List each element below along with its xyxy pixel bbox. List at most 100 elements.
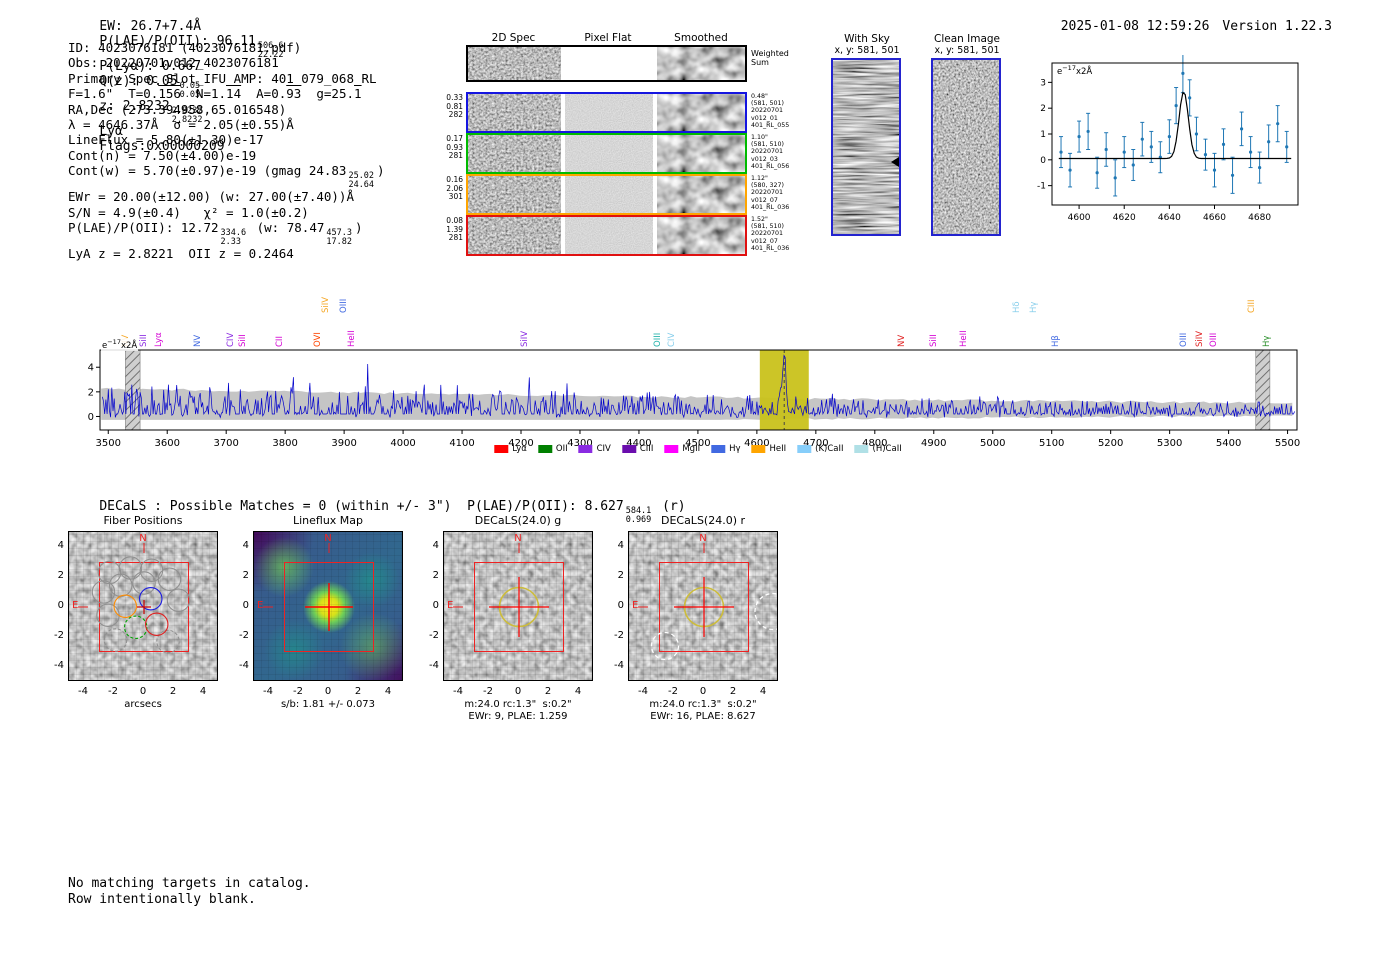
plae-hi-2: 457.3 <box>326 228 352 239</box>
panel-x-tick: 4 <box>574 686 582 697</box>
cutout2d-row-1 <box>466 92 747 133</box>
panel-y-tick: 2 <box>432 570 439 581</box>
obs-line: Obs: 20220701v012_4023076181 <box>68 55 279 71</box>
decals-close: (r) <box>654 499 686 514</box>
cutout2d-right-line: 1.12" <box>751 175 768 182</box>
svg-text:5400: 5400 <box>1216 438 1241 449</box>
contw-line: Cont(w) = 5.70(±0.97)e-19 (gmag 24.83 25.… <box>68 163 385 189</box>
cutout2d-right-line: v012_01 <box>751 114 778 122</box>
panel-y-tick: 0 <box>432 600 439 611</box>
panel-y-tick: -4 <box>54 660 64 671</box>
panel-overlay <box>453 543 549 637</box>
contw-close: ) <box>377 163 385 179</box>
panel-y-tick: 0 <box>57 600 64 611</box>
smoothed-image <box>657 135 745 172</box>
svg-text:4500: 4500 <box>685 438 710 449</box>
legend-swatch <box>621 445 636 453</box>
cutout2d-right-line: (581, 510) <box>751 223 784 231</box>
summary-header: EW: 26.7+7.4Å P(LAE)/P(OII): 96.11 506.6 2… <box>68 4 299 169</box>
svg-text:5000: 5000 <box>980 438 1005 449</box>
panel-overlay <box>638 543 777 661</box>
panel-title-decals_g: DECaLS(24.0) g <box>474 514 562 527</box>
svg-text:1: 1 <box>1040 130 1046 140</box>
svg-text:4: 4 <box>88 363 94 374</box>
cutout2d-row-0 <box>466 45 747 82</box>
full-units-rest: x2Å <box>120 340 138 351</box>
panel-x-tick: 2 <box>169 686 177 697</box>
cutout2d-right-labels-0: Weighted Sum <box>751 49 815 67</box>
gmag-lo: 24.64 <box>348 179 375 190</box>
plae-unc-1: 334.6 2.33 <box>221 229 247 246</box>
compass-east: E <box>447 600 454 611</box>
sn-line: S/N = 4.9(±0.4) χ² = 1.0(±0.2) <box>68 204 309 220</box>
panel-x-tick: -2 <box>483 686 493 697</box>
fiber-weight-value: 281 <box>448 233 463 243</box>
cutout2d-right-labels-4: 1.52" (581, 510) 20220701 v012_07 401_RL_036 <box>751 216 815 252</box>
decals-match-line: DECaLS : Possible Matches = 0 (within +/… <box>68 484 686 539</box>
panel-x-tick: 2 <box>544 686 552 697</box>
panel-overlay <box>78 543 191 654</box>
zoom-units-sup: −17 <box>1062 64 1076 72</box>
cutout2d-right-line: v012_07 <box>751 237 778 245</box>
contw-main: Cont(w) = 5.70(±0.97)e-19 (gmag 24.83 <box>68 163 347 179</box>
cutout2d-left-labels-3: 0.16 2.06 301 <box>435 175 463 202</box>
cutout2d-right-line: 20220701 <box>751 230 784 238</box>
panel-x-tick: 2 <box>729 686 737 697</box>
panel-x-tick: 2 <box>354 686 362 697</box>
panel-x-tick: -2 <box>668 686 678 697</box>
contn-line: Cont(n) = 7.50(±4.00)e-19 <box>68 147 257 163</box>
pixelflat-image <box>565 176 653 213</box>
cutout2d-right-line: 20220701 <box>751 189 784 197</box>
panel-x-tick: 0 <box>324 686 332 697</box>
panel-noise <box>629 532 777 680</box>
plae-uncertainty: 506.6 22.22 <box>258 42 284 59</box>
legend-label: Hγ <box>729 444 741 454</box>
legend-swatch <box>494 445 509 453</box>
seeing-o3: 93 <box>286 86 302 102</box>
svg-text:4600: 4600 <box>1068 213 1091 223</box>
svg-text:4600: 4600 <box>744 438 769 449</box>
legend-label: CIV <box>596 444 611 454</box>
cutout2d-right-line: 401_RL_036 <box>751 244 790 252</box>
fiber-weight-value: 281 <box>448 151 463 161</box>
smoothed-image <box>657 176 745 213</box>
smoothed-image <box>657 47 745 80</box>
cutout2d-right-labels-2: 1.10" (581, 510) 20220701 v012_03 401_RL_056 <box>751 134 815 170</box>
gmag-hi: 25.02 <box>348 171 375 182</box>
legend-swatch <box>711 445 726 453</box>
plae-lo: 22.22 <box>257 49 284 60</box>
plae-hi-1: 334.6 <box>220 228 247 239</box>
decals-uncertainty: 584.1 0.969 <box>626 507 652 524</box>
panel-caption-decals_g-0: m:24.0 rc:1.3" s:0.2" <box>464 699 572 710</box>
plae-lo-2: 17.82 <box>326 236 352 247</box>
legend-swatch <box>537 445 552 453</box>
panel-y-tick: -4 <box>239 660 249 671</box>
z-classification: Lyα <box>99 124 123 139</box>
legend-label: (K)CaII <box>815 444 844 454</box>
spec2d-image <box>468 217 561 254</box>
fiber-weight-value: 2.06 <box>446 183 463 193</box>
panel-y-tick: -2 <box>614 630 624 641</box>
lambda-line: λ = 4646.37Å σ = 2.05(±0.55)Å <box>68 117 294 133</box>
seeing-p2: N=1. <box>180 86 227 102</box>
svg-text:4400: 4400 <box>626 438 651 449</box>
panel-y-tick: 4 <box>57 540 64 551</box>
cutout2d-right-line: Sum <box>751 58 769 68</box>
panel-y-tick: -2 <box>429 630 439 641</box>
spec2d-image <box>468 94 561 131</box>
fiber-weight-value: 301 <box>448 192 463 202</box>
legend-item-HeII: HeII <box>751 444 786 454</box>
svg-text:4200: 4200 <box>508 438 533 449</box>
cutout2d-right-line: 401_RL_055 <box>751 121 790 129</box>
ewr-line: EWr = 20.00(±12.00) (w: 27.00(±7.40))Å <box>68 189 354 205</box>
svg-text:3700: 3700 <box>213 438 238 449</box>
compass-north: N <box>139 533 147 544</box>
legend-swatch <box>664 445 679 453</box>
cutout2d-right-line: (581, 501) <box>751 100 784 108</box>
panel-x-tick: 0 <box>699 686 707 697</box>
svg-text:4800: 4800 <box>862 438 887 449</box>
